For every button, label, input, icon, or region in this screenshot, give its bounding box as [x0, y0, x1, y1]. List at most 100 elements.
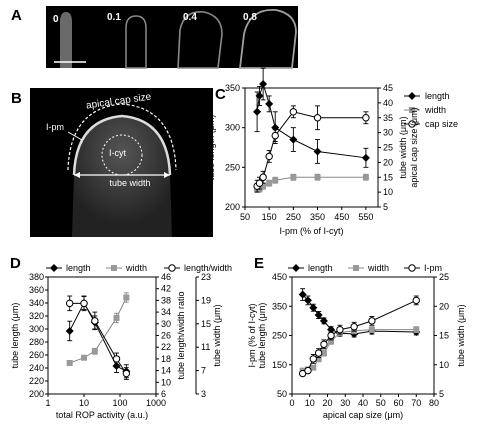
x-tick-label-e-7: 70 — [411, 398, 421, 408]
charts: 50 150 250 350 450 55020025030035051015202530… — [10, 67, 466, 420]
point-d2-0 — [65, 299, 74, 308]
tube-0.1 — [125, 15, 147, 69]
y2-tick-label-c-7: 40 — [383, 98, 393, 108]
point-e2-4 — [320, 340, 328, 348]
legend-c: length width cap size — [404, 91, 458, 129]
y2-axis-title-c: tube width (μm) — [398, 116, 408, 178]
label-0.8: 0.8 — [243, 12, 257, 23]
point-e2-3 — [314, 349, 323, 357]
y2-tick-label-c-8: 45 — [383, 83, 393, 93]
y-axis-title-c: tube length (μm) — [206, 115, 216, 181]
point-e2-5 — [327, 331, 335, 340]
y2-tick-label-d-8: 38 — [161, 295, 171, 305]
y2-tick-label-c-0: 5 — [383, 202, 388, 212]
y-tick-label-e-3: 350 — [272, 301, 287, 311]
point-c0-5 — [289, 135, 298, 144]
series-e2-line — [302, 299, 417, 374]
y2-tick-label-d-7: 34 — [161, 307, 171, 317]
label-0: 0 — [53, 14, 59, 25]
y2-axis-title-e: tube width (μm) — [456, 304, 466, 366]
point-e0-0 — [298, 290, 307, 299]
legend-e-marker-width — [353, 265, 359, 271]
y-tick-label-d-9: 380 — [29, 272, 44, 282]
y-tick-label-e-4: 450 — [272, 272, 287, 282]
y-tick-label-c-1: 250 — [225, 162, 240, 172]
panel-b-micrograph: apical cap size I-pm I-cyt tube width — [30, 88, 213, 237]
x-tick-label-d-1: 10 — [79, 398, 89, 408]
chart-d: 1 10 100 1000 200 220 240 260 280 300 320 340 360 380… — [10, 272, 222, 420]
y-axis-title-d: tube length (μm) — [10, 303, 20, 369]
x-tick-label-e-4: 40 — [358, 398, 368, 408]
point-d1-0 — [66, 359, 73, 366]
legend-d-width: width — [125, 263, 147, 273]
y2-tick-label-d-3: 18 — [161, 354, 171, 364]
point-d1-3 — [113, 314, 120, 321]
y2-tick-label-d-0: 6 — [161, 389, 166, 399]
point-e2-1 — [304, 366, 312, 375]
y2-tick-label-d-10: 46 — [161, 272, 171, 282]
point-e0-4 — [319, 316, 328, 325]
y-tick-label-d-3: 260 — [29, 350, 44, 360]
legend-e-marker-pm — [408, 264, 416, 272]
y2-tick-label-d-4: 22 — [161, 342, 171, 352]
legend-d-ratio: length/width — [184, 263, 232, 273]
point-c1-7 — [362, 174, 369, 181]
y3-tick-label-d-4: 19 — [201, 295, 211, 305]
x-axis-title-d: total ROP activity (a.u.) — [56, 410, 148, 420]
y-tick-label-e-2: 250 — [272, 331, 287, 341]
y3-tick-label-d-1: 7 — [201, 366, 206, 376]
cyt-label: I-cyt — [109, 148, 126, 158]
point-c1-5 — [290, 174, 297, 181]
y-tick-label-c-3: 350 — [225, 83, 240, 93]
x-tick-label-e-2: 20 — [322, 398, 332, 408]
point-d0-0 — [65, 326, 74, 335]
legend-e-marker-length — [292, 264, 300, 272]
legend-e-length: length — [308, 263, 333, 273]
point-c1-4 — [272, 177, 279, 184]
point-d2-3 — [112, 355, 121, 363]
x-tick-label-e-6: 60 — [393, 398, 403, 408]
y3-tick-label-d-0: 3 — [201, 389, 206, 399]
x-tick-label-d-3: 1000 — [146, 398, 166, 408]
apical-cap-arc — [67, 103, 177, 171]
point-e1-9 — [413, 326, 420, 333]
plot-frame-e — [291, 276, 435, 395]
y3-tick-label-d-2: 11 — [201, 342, 210, 352]
y-tick-label-d-6: 320 — [29, 311, 44, 321]
chart-e: 0 10 20 30 40 50 60 70 80 50 150 250 350 450 5 10 15 20 25… — [247, 272, 466, 420]
y-tick-label-d-2: 240 — [29, 363, 44, 373]
width-arrow-right-icon — [164, 172, 170, 178]
label-0.4: 0.4 — [183, 12, 197, 23]
y2-tick-label-d-9: 42 — [161, 284, 171, 294]
legend-c-marker-length — [408, 92, 416, 100]
y2-tick-label-c-1: 10 — [383, 187, 393, 197]
x-tick-label-e-3: 30 — [340, 398, 350, 408]
point-c2-3 — [265, 152, 273, 161]
point-c1-6 — [314, 174, 321, 181]
legend-d-marker-length — [50, 264, 58, 272]
y-tick-label-e-1: 150 — [272, 360, 287, 370]
y-axis-title-e-2: tube length (μm) — [257, 303, 267, 369]
y-tick-label-c-2: 300 — [225, 123, 240, 133]
chart-c: 50 150 250 350 450 550 200 250 300 350 5 10 15 20 25 30… — [206, 67, 419, 236]
x-tick-label-c-3: 350 — [310, 212, 325, 222]
x-tick-label-d-2: 100 — [112, 398, 127, 408]
legend-c-marker-width — [409, 107, 415, 113]
micrograph-strip — [46, 6, 298, 68]
y2-tick-label-c-6: 35 — [383, 113, 393, 123]
label-0.1: 0.1 — [107, 12, 121, 23]
point-e2-8 — [368, 317, 376, 325]
point-e2-7 — [350, 323, 358, 331]
y-tick-label-c-0: 200 — [225, 202, 240, 212]
point-e1-4 — [320, 350, 327, 357]
panel-letter-b: B — [11, 90, 22, 107]
y-tick-label-d-7: 340 — [29, 298, 44, 308]
point-e1-3 — [315, 355, 322, 362]
x-tick-label-c-5: 550 — [358, 212, 373, 222]
point-e2-6 — [336, 325, 344, 334]
x-tick-label-e-5: 50 — [376, 398, 386, 408]
pm-label: I-pm — [46, 122, 64, 132]
point-d2-2 — [91, 317, 99, 325]
point-e0-2 — [309, 303, 318, 312]
